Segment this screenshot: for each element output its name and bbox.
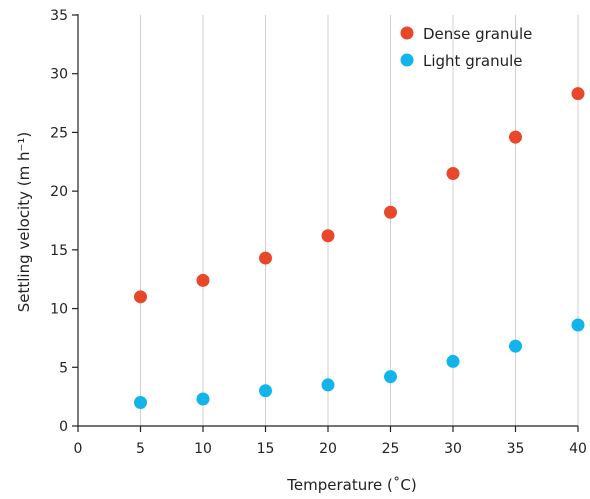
data-point bbox=[134, 290, 147, 304]
data-point bbox=[571, 87, 585, 101]
x-tick-label: 0 bbox=[74, 441, 83, 457]
data-point bbox=[259, 251, 272, 265]
data-points bbox=[134, 87, 585, 410]
y-tick-label: 20 bbox=[50, 184, 68, 200]
series-dense-granule bbox=[134, 87, 585, 304]
data-point bbox=[384, 370, 397, 384]
legend-marker bbox=[400, 26, 414, 40]
y-tick-label: 15 bbox=[50, 243, 68, 259]
legend: Dense granule Light granule bbox=[400, 25, 532, 70]
x-tick-label: 15 bbox=[257, 441, 275, 457]
y-tick-label: 0 bbox=[59, 419, 68, 435]
legend-label: Dense granule bbox=[423, 25, 532, 43]
x-tick-label: 35 bbox=[507, 441, 525, 457]
grid-lines bbox=[140, 15, 579, 426]
data-point bbox=[321, 229, 335, 243]
y-tick-label: 35 bbox=[50, 8, 68, 24]
data-point bbox=[196, 392, 210, 406]
data-point bbox=[509, 130, 522, 144]
legend-marker bbox=[400, 53, 414, 67]
x-tick-label: 25 bbox=[382, 441, 400, 457]
x-tick-label: 30 bbox=[444, 441, 462, 457]
x-axis-title: Temperature (˚C) bbox=[286, 476, 416, 494]
y-axis-title: Settling velocity (m h⁻¹) bbox=[15, 132, 33, 313]
data-point bbox=[321, 378, 335, 392]
legend-label: Light granule bbox=[423, 52, 523, 70]
y-tick-label: 10 bbox=[50, 302, 68, 318]
data-point bbox=[509, 339, 522, 353]
x-tick-label: 5 bbox=[136, 441, 145, 457]
y-tick-label: 25 bbox=[50, 125, 68, 141]
series-light-granule bbox=[134, 318, 585, 410]
data-point bbox=[196, 273, 210, 287]
x-tick-label: 40 bbox=[569, 441, 587, 457]
tick-labels: 0 5 10 15 20 25 30 35 0 5 10 15 20 25 30 35 40 bbox=[50, 8, 587, 457]
y-tick-label: 30 bbox=[50, 67, 68, 83]
data-point bbox=[259, 384, 272, 398]
x-tick-label: 10 bbox=[194, 441, 212, 457]
y-tick-label: 5 bbox=[59, 360, 68, 376]
data-point bbox=[446, 354, 460, 368]
data-point bbox=[446, 167, 460, 181]
data-point bbox=[134, 396, 147, 410]
data-point bbox=[384, 205, 397, 219]
x-tick-label: 20 bbox=[319, 441, 337, 457]
axes bbox=[72, 14, 579, 432]
data-point bbox=[571, 318, 585, 332]
